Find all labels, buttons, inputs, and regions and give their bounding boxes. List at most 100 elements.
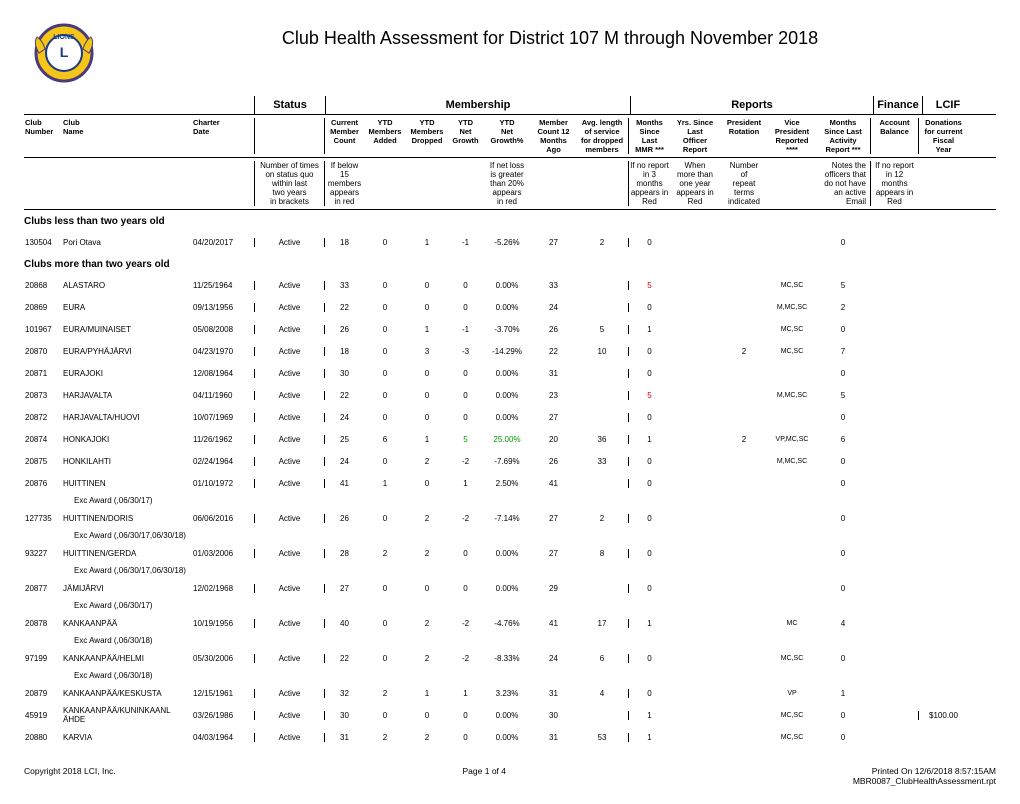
note-current: If below 15 members appears in red — [324, 161, 364, 206]
header-row: LIONS L Club Health Assessment for Distr… — [24, 18, 996, 88]
cell: 10/19/1956 — [192, 619, 254, 628]
cell: EURA/MUINAISET — [62, 325, 192, 334]
cell: Active — [254, 479, 324, 488]
cell: 10/07/1969 — [192, 413, 254, 422]
cell: 2 — [576, 514, 628, 523]
cell: 5 — [628, 391, 670, 400]
cell: 0 — [816, 457, 870, 466]
cell: 25.00% — [483, 435, 531, 444]
cell: Active — [254, 325, 324, 334]
cell: 31 — [531, 369, 576, 378]
hdr-added: YTD Members Added — [364, 118, 406, 154]
cell: 130504 — [24, 238, 62, 247]
table-row: 20877JÄMIJÄRVI12/02/1968Active270000.00%… — [24, 577, 996, 599]
cell: Active — [254, 413, 324, 422]
cell: Active — [254, 733, 324, 742]
cell: 04/03/1964 — [192, 733, 254, 742]
table-row: 20872HARJAVALTA/HUOVI10/07/1969Active240… — [24, 406, 996, 428]
cell: 2 — [406, 654, 448, 663]
cell: 0 — [816, 514, 870, 523]
cell: -2 — [448, 457, 483, 466]
cell: 24 — [531, 303, 576, 312]
cell: 0 — [628, 549, 670, 558]
cell: 0 — [406, 413, 448, 422]
cell: 7 — [816, 347, 870, 356]
cell: 0 — [406, 303, 448, 312]
cell: VP,MC,SC — [768, 436, 816, 443]
cell: 09/13/1956 — [192, 303, 254, 312]
cell: 03/26/1986 — [192, 711, 254, 720]
cell: 0.00% — [483, 369, 531, 378]
hdr-clubname: Club Name — [62, 118, 192, 154]
cell: MC,SC — [768, 326, 816, 333]
table-row: 20873HARJAVALTA04/11/1960Active220000.00… — [24, 384, 996, 406]
cell: KANKAANPÄÄ/KUNINKAANL ÄHDE — [62, 706, 192, 724]
cell: 30 — [324, 711, 364, 720]
grp-lcif: LCIF — [922, 96, 973, 114]
cell: 20879 — [24, 689, 62, 698]
cell: 0 — [448, 549, 483, 558]
cell: -2 — [448, 654, 483, 663]
cell: 0 — [406, 479, 448, 488]
cell: 0 — [448, 584, 483, 593]
cell: Active — [254, 457, 324, 466]
cell: 3.23% — [483, 689, 531, 698]
table-row: 20878KANKAANPÄÄ10/19/1956Active4002-2-4.… — [24, 612, 996, 634]
cell: 5 — [576, 325, 628, 334]
cell: 0.00% — [483, 711, 531, 720]
table-row: 20871EURAJOKI12/08/1964Active300000.00%3… — [24, 362, 996, 384]
cell: 1 — [628, 325, 670, 334]
cell: -2 — [448, 619, 483, 628]
hdr-vp: Vice President Reported **** — [768, 118, 816, 154]
exc-award-row: Exc Award (,06/30/18) — [24, 669, 996, 682]
cell: MC — [768, 620, 816, 627]
cell: KANKAANPÄÄ/HELMI — [62, 654, 192, 663]
cell: 12/02/1968 — [192, 584, 254, 593]
cell: 97199 — [24, 654, 62, 663]
cell: 24 — [324, 413, 364, 422]
cell: 1 — [448, 479, 483, 488]
cell: 0 — [364, 711, 406, 720]
cell: 05/30/2006 — [192, 654, 254, 663]
cell: 0 — [364, 619, 406, 628]
table-row: 20870EURA/PYHÄJÄRVI04/23/1970Active1803-… — [24, 340, 996, 362]
cell: MC,SC — [768, 734, 816, 741]
cell: 0 — [448, 733, 483, 742]
cell: HUITTINEN/DORIS — [62, 514, 192, 523]
cell: 0 — [364, 347, 406, 356]
cell: Active — [254, 303, 324, 312]
cell: 0.00% — [483, 303, 531, 312]
cell: 20876 — [24, 479, 62, 488]
cell: 27 — [531, 514, 576, 523]
cell: 05/08/2008 — [192, 325, 254, 334]
cell: 18 — [324, 238, 364, 247]
cell: 0 — [816, 711, 870, 720]
cell: 20871 — [24, 369, 62, 378]
cell: JÄMIJÄRVI — [62, 584, 192, 593]
cell: 0 — [448, 281, 483, 290]
cell: 11/26/1962 — [192, 435, 254, 444]
cell: Active — [254, 391, 324, 400]
cell: 26 — [531, 325, 576, 334]
cell: 45919 — [24, 711, 62, 720]
hdr-m12: Member Count 12 Months Ago — [531, 118, 576, 154]
cell: MC,SC — [768, 348, 816, 355]
cell: 5 — [448, 435, 483, 444]
cell: 6 — [816, 435, 870, 444]
cell: 0.00% — [483, 281, 531, 290]
cell: 24 — [324, 457, 364, 466]
cell: 1 — [628, 733, 670, 742]
cell: 1 — [628, 711, 670, 720]
cell: HONKILAHTI — [62, 457, 192, 466]
cell: 01/03/2006 — [192, 549, 254, 558]
cell: 33 — [531, 281, 576, 290]
cell: 0 — [406, 369, 448, 378]
cell: 0 — [364, 303, 406, 312]
cell: 2.50% — [483, 479, 531, 488]
cell: 41 — [531, 619, 576, 628]
cell: ALASTARO — [62, 281, 192, 290]
cell: 26 — [324, 325, 364, 334]
cell: 12/15/1961 — [192, 689, 254, 698]
cell: 41 — [531, 479, 576, 488]
cell: 0 — [364, 514, 406, 523]
